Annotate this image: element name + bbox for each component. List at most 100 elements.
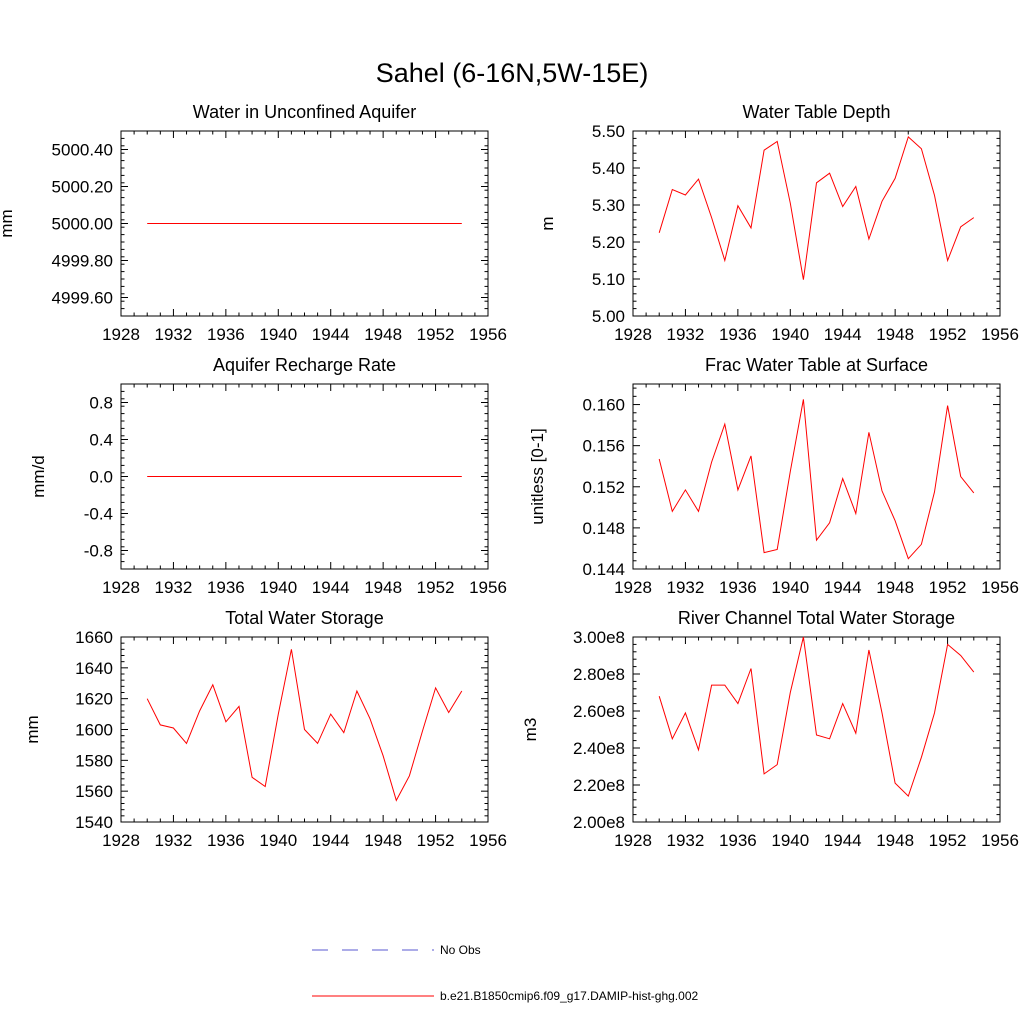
y-tick-label: 1600 <box>75 721 113 740</box>
y-tick-label: 0.144 <box>582 560 625 579</box>
y-axis-label: m3 <box>521 718 540 742</box>
x-tick-label: 1928 <box>614 831 652 850</box>
y-axis-label: mm/d <box>29 455 48 498</box>
chart-panel-recharge-rate: 1928 1932 1936 1940 1944 1948 1952 1956 -0.8 -0.4… <box>29 355 507 597</box>
panel-title: Frac Water Table at Surface <box>705 355 928 375</box>
x-tick-label: 1936 <box>719 578 757 597</box>
y-tick-label: 5000.40 <box>52 141 113 160</box>
x-tick-label: 1952 <box>929 578 967 597</box>
y-tick-label: 1640 <box>75 659 113 678</box>
y-tick-label: -0.4 <box>84 505 113 524</box>
legend-label-model-run: b.e21.B1850cmip6.f09_g17.DAMIP-hist-ghg.… <box>440 989 698 1003</box>
series-line <box>658 636 975 798</box>
y-tick-label: 3.00e8 <box>573 628 625 647</box>
x-tick-label: 1940 <box>259 325 297 344</box>
y-axis-label: unitless [0-1] <box>528 428 547 524</box>
series-line <box>658 399 975 560</box>
y-tick-label: 5.10 <box>592 270 625 289</box>
y-tick-label: 1660 <box>75 628 113 647</box>
y-tick-label: 5.50 <box>592 122 625 141</box>
x-tick-label: 1928 <box>102 831 140 850</box>
panel-title: Water in Unconfined Aquifer <box>193 102 416 122</box>
y-tick-label: 5000.00 <box>52 215 113 234</box>
x-tick-label: 1948 <box>876 831 914 850</box>
y-tick-label: 0.160 <box>582 396 625 415</box>
x-tick-label: 1956 <box>981 325 1019 344</box>
x-tick-label: 1952 <box>417 325 455 344</box>
x-tick-label: 1928 <box>614 325 652 344</box>
x-tick-label: 1952 <box>929 325 967 344</box>
x-tick-label: 1952 <box>417 831 455 850</box>
y-tick-label: 5.30 <box>592 196 625 215</box>
x-tick-label: 1928 <box>614 578 652 597</box>
chart-panel-total-water-storage: 1928 1932 1936 1940 1944 1948 1952 1956 1540 1560… <box>23 608 507 850</box>
x-tick-label: 1932 <box>667 831 705 850</box>
y-tick-label: 2.40e8 <box>573 739 625 758</box>
y-tick-label: 5.40 <box>592 159 625 178</box>
y-tick-label: 5.00 <box>592 307 625 326</box>
y-tick-label: 4999.80 <box>52 252 113 271</box>
x-tick-label: 1948 <box>364 831 402 850</box>
x-tick-label: 1948 <box>876 325 914 344</box>
y-tick-label: 1620 <box>75 690 113 709</box>
x-tick-label: 1936 <box>719 325 757 344</box>
y-tick-label: 1560 <box>75 782 113 801</box>
y-tick-label: 1540 <box>75 813 113 832</box>
y-tick-label: 5.20 <box>592 233 625 252</box>
y-tick-label: 2.60e8 <box>573 702 625 721</box>
y-tick-label: 4999.60 <box>52 289 113 308</box>
y-tick-label: 0.8 <box>89 394 113 413</box>
x-tick-label: 1940 <box>771 578 809 597</box>
x-tick-label: 1932 <box>155 578 193 597</box>
y-tick-label: -0.8 <box>84 542 113 561</box>
x-tick-label: 1956 <box>469 325 507 344</box>
x-tick-label: 1940 <box>259 831 297 850</box>
x-tick-label: 1944 <box>824 578 862 597</box>
x-tick-label: 1956 <box>469 831 507 850</box>
x-tick-label: 1948 <box>364 578 402 597</box>
chart-panel-river-channel-storage: 1928 1932 1936 1940 1944 1948 1952 1956 2.00e8 2.… <box>521 608 1019 850</box>
legend: No Obs b.e21.B1850cmip6.f09_g17.DAMIP-hi… <box>312 943 698 1003</box>
chart-panel-frac-water-table: 1928 1932 1936 1940 1944 1948 1952 1956 0.144 0.1… <box>528 355 1019 597</box>
panel-title: Water Table Depth <box>742 102 890 122</box>
x-tick-label: 1940 <box>259 578 297 597</box>
series-line <box>658 136 975 280</box>
chart-panel-water-table-depth: 1928 1932 1936 1940 1944 1948 1952 1956 5.00 5.10… <box>538 102 1019 344</box>
x-tick-label: 1948 <box>364 325 402 344</box>
x-tick-label: 1948 <box>876 578 914 597</box>
plot-frame <box>632 383 1001 570</box>
y-tick-label: 1580 <box>75 751 113 770</box>
x-tick-label: 1944 <box>824 325 862 344</box>
x-tick-label: 1940 <box>771 831 809 850</box>
panel-title: Total Water Storage <box>225 608 383 628</box>
y-axis-label: mm <box>0 209 16 237</box>
x-tick-label: 1932 <box>667 325 705 344</box>
legend-label-no-obs: No Obs <box>440 943 481 957</box>
series-line <box>146 649 463 802</box>
chart-panel-aquifer-water: 1928 1932 1936 1940 1944 1948 1952 1956 4999.60 4… <box>0 102 507 344</box>
y-tick-label: 0.148 <box>582 519 625 538</box>
panel-title: River Channel Total Water Storage <box>678 608 955 628</box>
x-tick-label: 1928 <box>102 325 140 344</box>
x-tick-label: 1952 <box>929 831 967 850</box>
x-tick-label: 1936 <box>207 831 245 850</box>
y-tick-label: 5000.20 <box>52 178 113 197</box>
y-tick-label: 0.4 <box>89 431 113 450</box>
x-tick-label: 1936 <box>719 831 757 850</box>
y-tick-label: 0.152 <box>582 478 625 497</box>
x-tick-label: 1944 <box>312 831 350 850</box>
x-tick-label: 1956 <box>981 578 1019 597</box>
plot-frame <box>632 636 1001 823</box>
x-tick-label: 1932 <box>155 831 193 850</box>
chart-panels: 1928 1932 1936 1940 1944 1948 1952 1956 4999.60 4… <box>0 102 1019 850</box>
panel-title: Aquifer Recharge Rate <box>213 355 396 375</box>
y-axis-label: mm <box>23 715 42 743</box>
figure-title: Sahel (6-16N,5W-15E) <box>376 58 649 88</box>
x-tick-label: 1956 <box>469 578 507 597</box>
x-tick-label: 1940 <box>771 325 809 344</box>
x-tick-label: 1944 <box>312 325 350 344</box>
y-tick-label: 2.20e8 <box>573 776 625 795</box>
y-tick-label: 0.156 <box>582 437 625 456</box>
y-tick-label: 0.0 <box>89 468 113 487</box>
